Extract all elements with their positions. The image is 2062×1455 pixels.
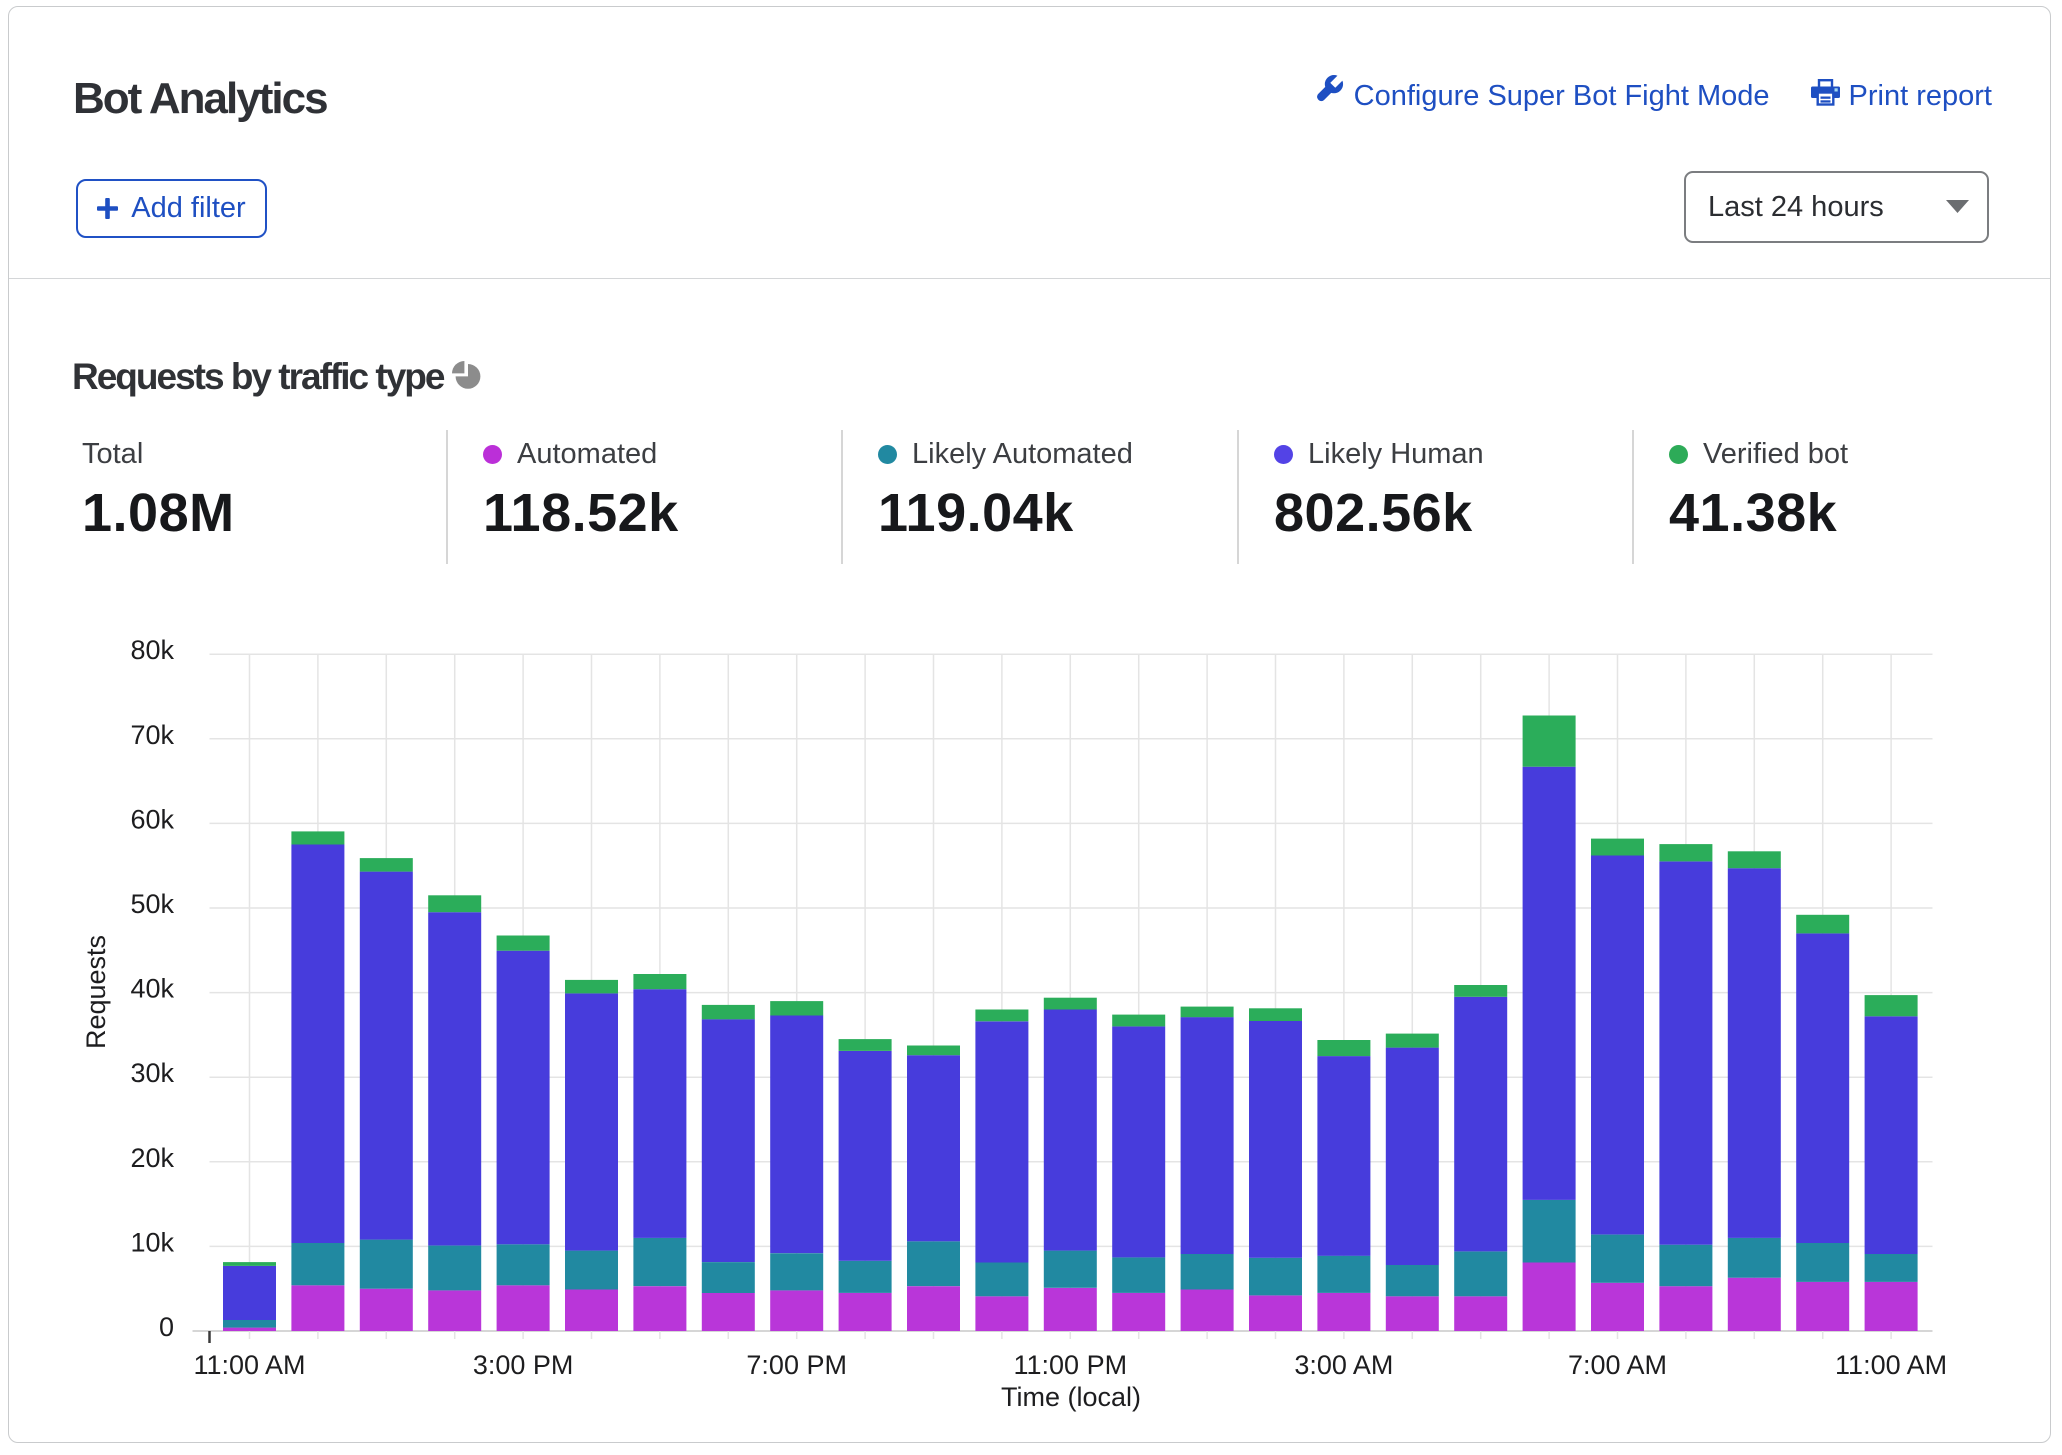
svg-text:30k: 30k (130, 1058, 174, 1088)
svg-text:3:00 AM: 3:00 AM (1294, 1350, 1393, 1380)
svg-text:3:00 PM: 3:00 PM (473, 1350, 574, 1380)
svg-text:50k: 50k (130, 889, 174, 919)
svg-text:0: 0 (159, 1312, 174, 1342)
svg-text:70k: 70k (130, 720, 174, 750)
svg-text:20k: 20k (130, 1143, 174, 1173)
svg-text:11:00 PM: 11:00 PM (1014, 1350, 1128, 1380)
svg-text:11:00 AM: 11:00 AM (193, 1350, 305, 1380)
svg-text:7:00 PM: 7:00 PM (746, 1350, 847, 1380)
svg-text:80k: 80k (130, 635, 174, 665)
svg-text:60k: 60k (130, 804, 174, 834)
svg-text:11:00 AM: 11:00 AM (1835, 1350, 1947, 1380)
svg-text:7:00 AM: 7:00 AM (1568, 1350, 1667, 1380)
svg-text:10k: 10k (130, 1227, 174, 1257)
svg-text:40k: 40k (130, 974, 174, 1004)
svg-text:Time (local): Time (local) (1001, 1382, 1141, 1412)
svg-text:Requests: Requests (81, 935, 111, 1049)
